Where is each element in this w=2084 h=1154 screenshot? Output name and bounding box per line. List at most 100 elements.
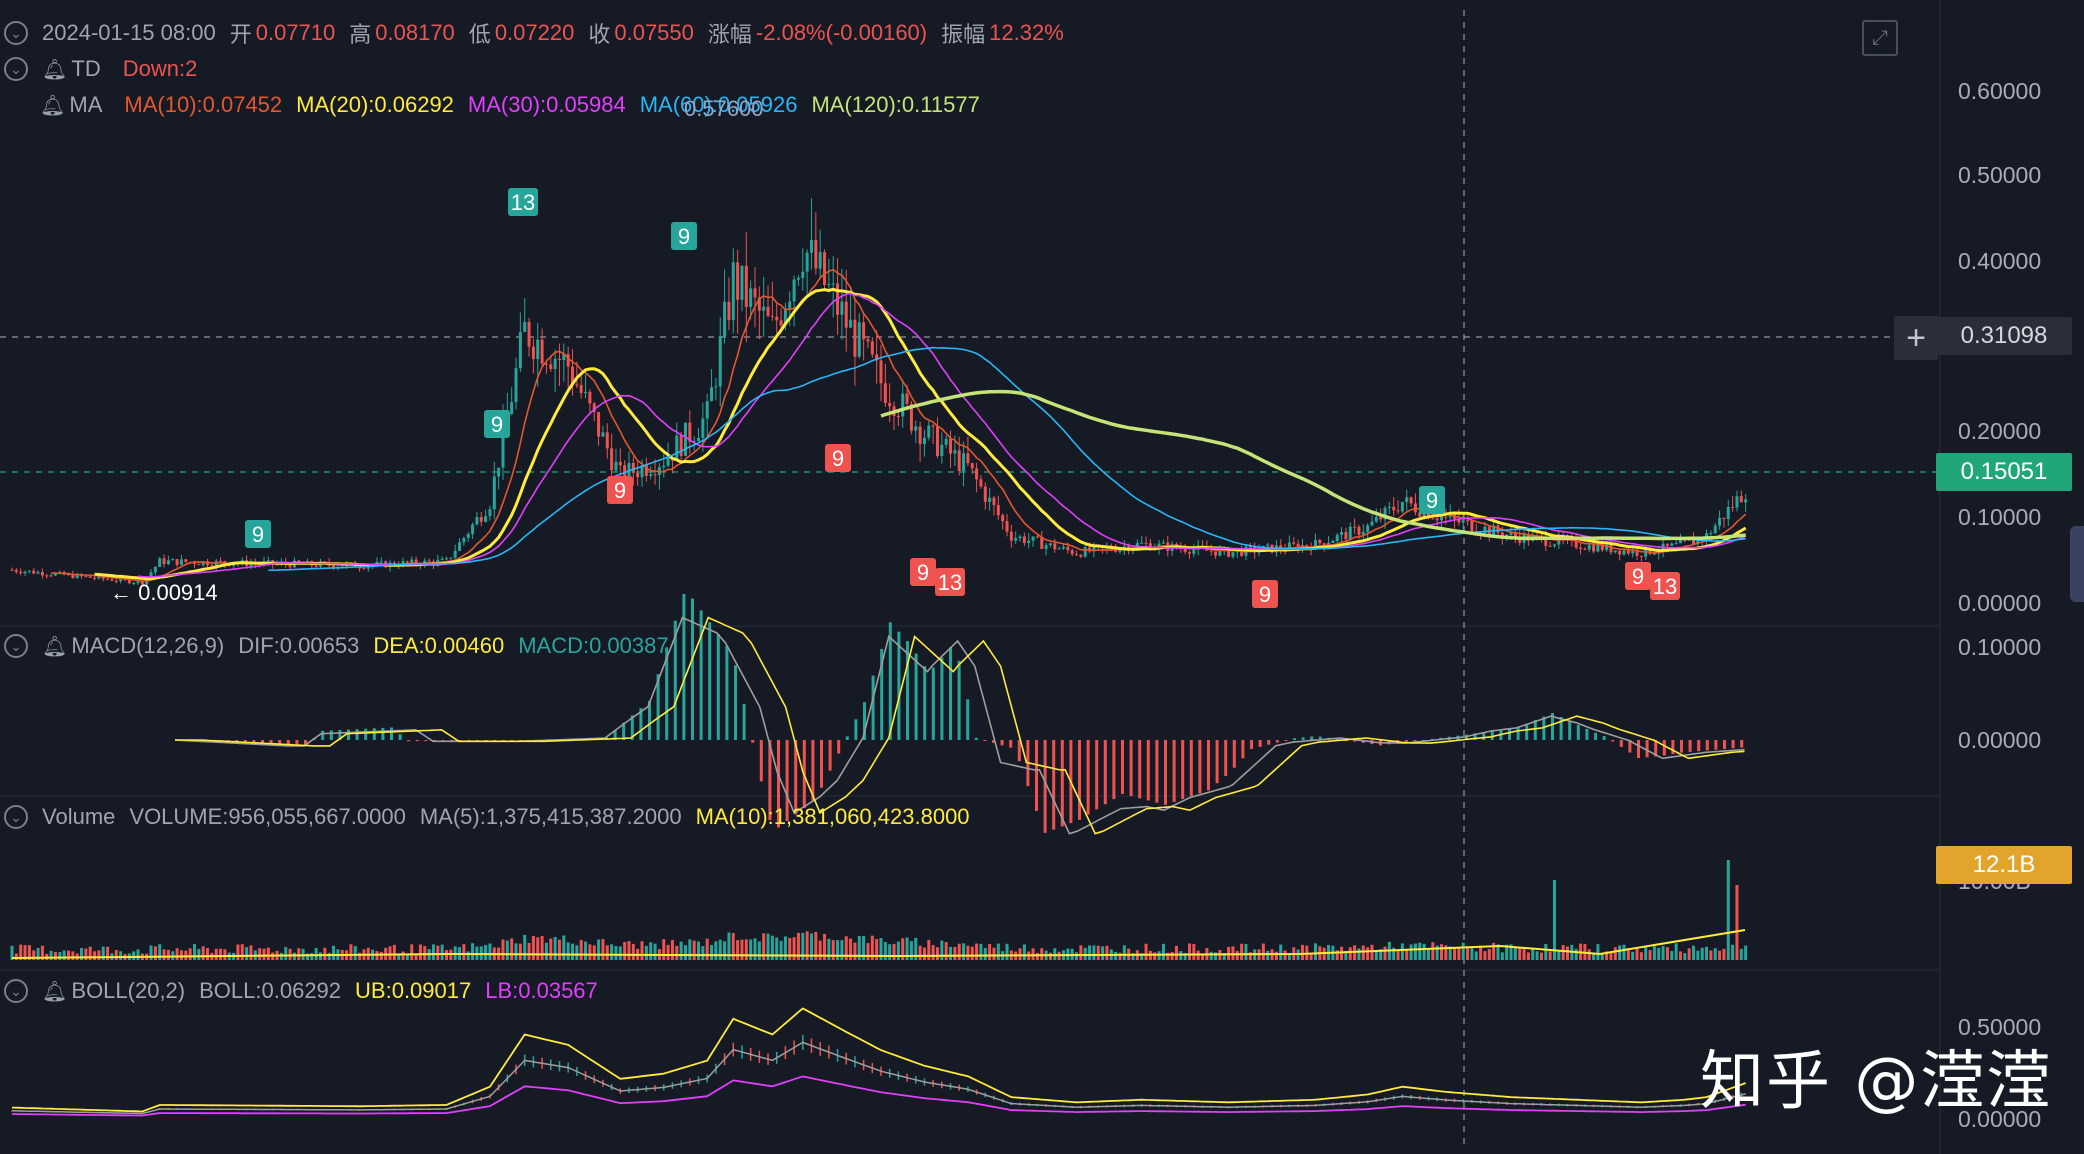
volume-bar xyxy=(1379,949,1383,960)
volume-bar xyxy=(675,945,679,960)
candle-body xyxy=(927,425,931,438)
volume-bar xyxy=(988,943,992,960)
volume-bar xyxy=(1374,951,1378,960)
candle-body xyxy=(1678,540,1682,544)
candle-body xyxy=(140,581,144,585)
lowest-price-marker: ← 0.00914 xyxy=(110,580,218,605)
macd-histogram-bar xyxy=(1576,724,1580,740)
collapse-chevron-icon[interactable]: ⌄ xyxy=(4,21,28,45)
macd-histogram-bar xyxy=(957,660,961,740)
volume-bar xyxy=(179,950,183,960)
candle-body xyxy=(40,572,44,576)
candle-body xyxy=(492,476,496,510)
candle-body xyxy=(1639,555,1643,557)
macd-histogram-bar xyxy=(622,722,626,740)
volume-bar xyxy=(922,947,926,960)
td-marker-label: 9 xyxy=(491,412,503,437)
volume-bar xyxy=(1522,947,1526,960)
macd-histogram-bar xyxy=(1232,740,1236,768)
candle-body xyxy=(688,422,692,442)
macd-histogram-bar xyxy=(639,708,643,740)
candle-body xyxy=(1457,518,1461,523)
candle-body xyxy=(358,567,362,569)
candle-body xyxy=(944,438,948,445)
alert-bell-icon[interactable]: 🔔︎ xyxy=(42,635,68,658)
alert-bell-icon[interactable]: 🔔︎ xyxy=(42,980,68,1003)
side-panel-handle[interactable] xyxy=(2070,526,2084,602)
candle-body xyxy=(379,561,383,563)
volume-bar xyxy=(288,948,292,960)
volume-bar xyxy=(262,948,266,960)
collapse-chevron-icon[interactable]: ⌄ xyxy=(4,805,28,829)
alert-bell-icon[interactable]: 🔔︎ xyxy=(40,94,66,117)
candle-body xyxy=(966,453,970,464)
candle-body xyxy=(823,252,827,285)
volume-bar xyxy=(101,946,105,960)
volume-bar xyxy=(870,935,874,960)
candle-body xyxy=(857,322,861,357)
volume-bar xyxy=(1552,880,1556,960)
macd-histogram-bar xyxy=(1533,720,1537,740)
amplitude-value: 12.32% xyxy=(989,20,1064,45)
volume-bar xyxy=(1187,943,1191,960)
volume-bar xyxy=(66,950,70,960)
collapse-chevron-icon[interactable]: ⌄ xyxy=(4,979,28,1003)
volume-bar xyxy=(1483,951,1487,960)
macd-histogram-bar xyxy=(1318,736,1322,740)
boll-axis-tick: 0.00000 xyxy=(1958,1106,2042,1132)
candle-body xyxy=(718,336,722,387)
candle-body xyxy=(697,437,701,442)
volume-bar xyxy=(1418,942,1422,960)
volume-bar xyxy=(666,944,670,960)
volume-bar xyxy=(714,941,718,960)
crosshair-plus-icon[interactable]: + xyxy=(1894,316,1938,360)
volume-bar xyxy=(1683,953,1687,960)
volume-bar xyxy=(258,948,262,960)
candle-body xyxy=(197,564,201,566)
candle-body xyxy=(649,474,653,476)
volume-bar xyxy=(401,951,405,960)
candle-body xyxy=(445,558,448,560)
volume-bar xyxy=(623,942,627,960)
volume-bar xyxy=(10,945,14,960)
candle-body xyxy=(523,322,527,332)
macd-histogram-bar xyxy=(785,740,789,821)
volume-bar xyxy=(836,940,840,960)
candle-body xyxy=(818,252,822,269)
candle-body xyxy=(462,537,466,543)
candle-body xyxy=(1048,543,1052,546)
macd-histogram-bar xyxy=(398,734,402,740)
candle-body xyxy=(996,505,1000,516)
macd-histogram-bar xyxy=(940,657,944,740)
volume-bar xyxy=(1114,951,1118,960)
candle-body xyxy=(1674,543,1678,545)
candle-body xyxy=(1574,538,1578,548)
volume-bar xyxy=(310,952,314,960)
candle-body xyxy=(1635,550,1639,556)
volume-bar xyxy=(1426,948,1430,960)
volume-bar xyxy=(1544,943,1548,960)
volume-bar xyxy=(1518,947,1522,960)
macd-histogram-bar xyxy=(407,740,411,742)
candle-body xyxy=(440,558,444,560)
collapse-chevron-icon[interactable]: ⌄ xyxy=(4,634,28,658)
fullscreen-icon[interactable]: ⤢ xyxy=(1862,20,1898,56)
candle-body xyxy=(683,422,687,456)
collapse-chevron-icon[interactable]: ⌄ xyxy=(4,57,28,81)
macd-histogram-bar xyxy=(656,674,660,740)
volume-bar xyxy=(201,946,205,960)
candle-body xyxy=(1161,542,1165,544)
macd-histogram-bar xyxy=(1516,727,1520,740)
volume-indicator-row: ⌄ Volume VOLUME:956,055,667.0000 MA(5):1… xyxy=(0,802,984,832)
volume-bar xyxy=(1566,946,1570,960)
macd-histogram-bar xyxy=(613,730,617,740)
volume-bar xyxy=(1657,947,1661,960)
low-value: 0.07220 xyxy=(494,20,575,45)
macd-histogram-bar xyxy=(1164,740,1167,805)
macd-histogram-bar xyxy=(1095,740,1099,810)
volume-bar xyxy=(1170,952,1174,960)
volume-bar xyxy=(1548,951,1552,960)
alert-bell-icon[interactable]: 🔔︎ xyxy=(42,58,68,81)
volume-bar xyxy=(996,943,1000,960)
